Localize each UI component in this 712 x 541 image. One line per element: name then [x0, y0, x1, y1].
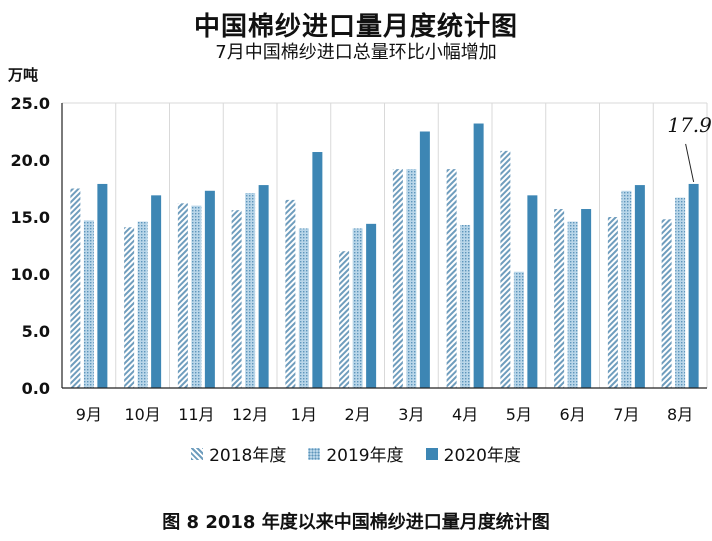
y-tick-label: 5.0: [22, 322, 50, 341]
bar-1-9月: [70, 188, 81, 388]
legend-item-1: 2018年度: [191, 441, 286, 466]
x-tick-label: 7月: [613, 405, 639, 424]
bar-1-8月: [661, 219, 672, 388]
bar-1-6月: [554, 209, 565, 388]
legend-label: 2018年度: [209, 446, 287, 466]
bar-2-12月: [245, 193, 256, 388]
bar-3-1月: [312, 152, 323, 388]
x-tick-label: 1月: [291, 405, 317, 424]
bar-2-1月: [298, 228, 309, 388]
legend-swatch: [425, 447, 438, 460]
chart-subtitle: 7月中国棉纱进口总量环比小幅增加: [215, 42, 497, 63]
bar-1-1月: [285, 199, 296, 388]
legend-swatch: [308, 447, 321, 460]
y-tick-label: 20.0: [11, 151, 50, 170]
chart-legend: 2018年度 2019年度 2020年度: [0, 441, 712, 466]
x-tick-label: 8月: [667, 405, 693, 424]
annotation-label: 17.9: [667, 113, 712, 137]
chart-title: 中国棉纱进口量月度统计图: [193, 12, 518, 42]
x-tick-label: 11月: [178, 405, 214, 424]
bar-2-7月: [621, 190, 632, 388]
bar-3-2月: [366, 223, 377, 388]
bar-1-2月: [339, 251, 350, 388]
bar-chart: 0.0 5.0 10.0 15.0 20.0 25.0 9月 10月 11月 12月 1月 2月 3月 4…: [11, 94, 712, 424]
x-tick-label: 5月: [506, 405, 532, 424]
x-tick-label: 10月: [124, 405, 160, 424]
bar-1-10月: [124, 227, 135, 388]
x-tick-label: 2月: [345, 405, 371, 424]
bar-2-8月: [675, 197, 686, 388]
y-axis-unit: 万吨: [8, 66, 39, 84]
bar-3-5月: [527, 195, 538, 388]
y-tick-label: 25.0: [11, 94, 50, 113]
bar-1-11月: [177, 203, 188, 388]
bar-2-2月: [352, 228, 363, 388]
bar-3-3月: [419, 131, 430, 388]
bar-2-11月: [191, 205, 202, 388]
bar-3-12月: [258, 185, 269, 388]
y-tick-label: 15.0: [11, 208, 50, 227]
x-tick-label: 9月: [76, 405, 102, 424]
bar-2-4月: [460, 224, 471, 388]
bar-1-7月: [607, 217, 618, 388]
bar-1-4月: [446, 169, 457, 388]
bar-3-8月: [688, 183, 699, 388]
bar-2-3月: [406, 169, 417, 388]
bar-2-6月: [567, 221, 578, 388]
legend-swatch: [191, 447, 204, 460]
legend-item-3: 2020年度: [425, 441, 521, 466]
x-tick-label: 3月: [398, 405, 424, 424]
bar-1-5月: [500, 150, 511, 388]
bar-2-10月: [137, 221, 148, 388]
bar-1-12月: [231, 210, 242, 388]
bar-1-3月: [392, 169, 403, 388]
x-tick-label: 6月: [560, 405, 586, 424]
bar-2-5月: [513, 271, 524, 388]
annotation-leader-line: [685, 143, 695, 183]
bar-3-7月: [634, 185, 645, 388]
y-tick-label: 10.0: [11, 265, 50, 284]
x-tick-label: 4月: [452, 405, 478, 424]
x-tick-label: 12月: [232, 405, 268, 424]
figure-caption: 图 8 2018 年度以来中国棉纱进口量月度统计图: [162, 512, 550, 533]
bar-2-9月: [83, 220, 94, 388]
legend-item-2: 2019年度: [308, 441, 404, 466]
bar-3-11月: [204, 190, 215, 388]
legend-label: 2020年度: [443, 446, 521, 466]
bar-3-4月: [473, 123, 484, 389]
legend-label: 2019年度: [326, 446, 404, 466]
bar-3-6月: [581, 209, 592, 388]
bar-3-10月: [151, 195, 162, 388]
y-tick-label: 0.0: [22, 379, 50, 398]
bar-3-9月: [97, 183, 108, 388]
